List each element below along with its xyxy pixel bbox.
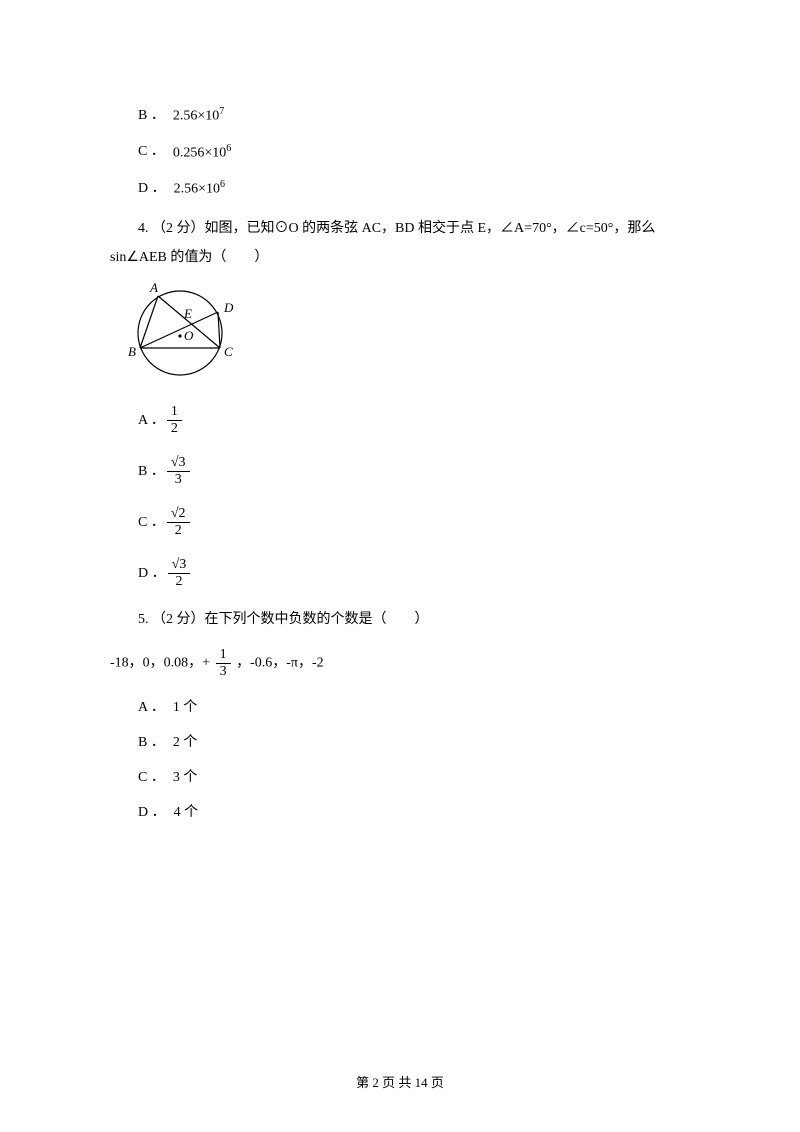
option-label: B ． xyxy=(138,105,165,126)
fraction-num: 1 xyxy=(167,405,182,421)
fraction-den: 3 xyxy=(171,472,186,487)
option-text: 4 个 xyxy=(174,802,199,823)
circle-diagram: A B C D E O xyxy=(120,278,250,378)
q4-option-c: C ． √2 2 xyxy=(138,507,690,538)
q5-number-list: -18，0，0.08，+ 1 3 ，-0.6，-π，-2 xyxy=(110,648,690,679)
q5-option-c: C ． 3 个 xyxy=(138,767,690,788)
option-label: C ． xyxy=(138,767,165,788)
option-text: 2 个 xyxy=(173,732,198,753)
expr-base: 0.256×10 xyxy=(173,145,226,160)
fraction: √3 3 xyxy=(167,456,190,487)
option-label: C ． xyxy=(138,512,165,533)
option-expr: 2.56×106 xyxy=(174,177,225,200)
q5-option-b: B ． 2 个 xyxy=(138,732,690,753)
option-label: D ． xyxy=(138,802,166,823)
q5-option-a: A ． 1 个 xyxy=(138,697,690,718)
svg-text:D: D xyxy=(223,300,234,315)
option-label: A ． xyxy=(138,697,165,718)
page-footer: 第 2 页 共 14 页 xyxy=(0,1073,800,1093)
list-before: -18，0，0.08，+ xyxy=(110,656,214,671)
option-text: 3 个 xyxy=(173,767,198,788)
fraction-den: 2 xyxy=(167,421,182,436)
list-after: ，-0.6，-π，-2 xyxy=(236,656,324,671)
q3-option-b: B ． 2.56×107 xyxy=(138,104,690,127)
q3-option-d: D ． 2.56×106 xyxy=(138,177,690,200)
q4-option-a: A ． 1 2 xyxy=(138,405,690,436)
q4-stem-line1: 4. （2 分）如图，已知⊙O 的两条弦 AC，BD 相交于点 E，∠A=70°… xyxy=(138,218,690,239)
option-label: B ． xyxy=(138,461,165,482)
q4-option-b: B ． √3 3 xyxy=(138,456,690,487)
fraction-num: √2 xyxy=(167,507,190,523)
svg-text:C: C xyxy=(224,344,233,359)
q4-option-d: D ． √3 2 xyxy=(138,558,690,589)
expr-sup: 6 xyxy=(226,143,231,154)
q4-figure: A B C D E O xyxy=(120,278,690,385)
fraction-den: 2 xyxy=(171,523,186,538)
option-label: D ． xyxy=(138,178,166,199)
svg-text:A: A xyxy=(149,280,158,295)
expr-sup: 7 xyxy=(219,106,224,117)
fraction-den: 3 xyxy=(216,664,231,679)
option-label: A ． xyxy=(138,410,165,431)
fraction: 1 2 xyxy=(167,405,182,436)
fraction-num: 1 xyxy=(216,648,231,664)
option-label: D ． xyxy=(138,563,166,584)
q3-option-c: C ． 0.256×106 xyxy=(138,141,690,164)
option-expr: 2.56×107 xyxy=(173,104,224,127)
fraction-num: √3 xyxy=(168,558,191,574)
svg-text:E: E xyxy=(183,306,192,321)
fraction: √3 2 xyxy=(168,558,191,589)
svg-text:O: O xyxy=(184,328,194,343)
svg-text:B: B xyxy=(128,344,136,359)
q4-stem-line2: sin∠AEB 的值为（ ） xyxy=(110,247,690,268)
option-expr: 0.256×106 xyxy=(173,141,231,164)
option-text: 1 个 xyxy=(173,697,198,718)
expr-base: 2.56×10 xyxy=(173,109,219,124)
fraction: √2 2 xyxy=(167,507,190,538)
expr-sup: 6 xyxy=(220,179,225,190)
page: B ． 2.56×107 C ． 0.256×106 D ． 2.56×106 … xyxy=(0,0,800,1132)
fraction: 1 3 xyxy=(216,648,231,679)
fraction-den: 2 xyxy=(171,574,186,589)
option-label: C ． xyxy=(138,141,165,162)
q5-stem: 5. （2 分）在下列个数中负数的个数是（ ） xyxy=(138,609,690,630)
option-label: B ． xyxy=(138,732,165,753)
fraction-num: √3 xyxy=(167,456,190,472)
expr-base: 2.56×10 xyxy=(174,182,220,197)
q5-option-d: D ． 4 个 xyxy=(138,802,690,823)
